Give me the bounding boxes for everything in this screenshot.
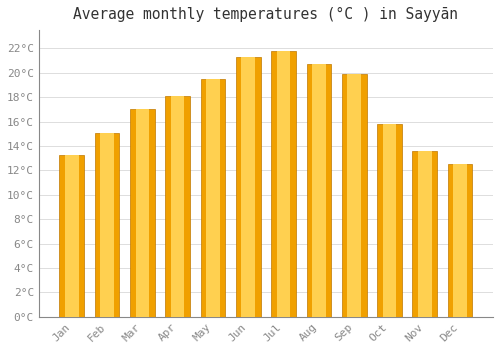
Bar	[306, 64, 331, 317]
Bar	[200, 79, 226, 317]
Bar	[348, 74, 361, 317]
Bar	[377, 124, 402, 317]
Bar	[277, 51, 290, 317]
Bar	[136, 110, 149, 317]
Bar	[448, 164, 472, 317]
Bar	[166, 96, 190, 317]
Bar	[206, 79, 220, 317]
Bar	[100, 133, 114, 317]
Bar	[418, 151, 432, 317]
Bar	[171, 96, 184, 317]
Bar	[342, 74, 366, 317]
Bar	[242, 57, 255, 317]
Bar	[60, 155, 84, 317]
Bar	[382, 124, 396, 317]
Bar	[94, 133, 120, 317]
Bar	[65, 155, 78, 317]
Bar	[454, 164, 467, 317]
Bar	[130, 110, 155, 317]
Title: Average monthly temperatures (°C ) in Sayyān: Average monthly temperatures (°C ) in Sa…	[74, 7, 458, 22]
Bar	[412, 151, 437, 317]
Bar	[271, 51, 296, 317]
Bar	[312, 64, 326, 317]
Bar	[236, 57, 260, 317]
